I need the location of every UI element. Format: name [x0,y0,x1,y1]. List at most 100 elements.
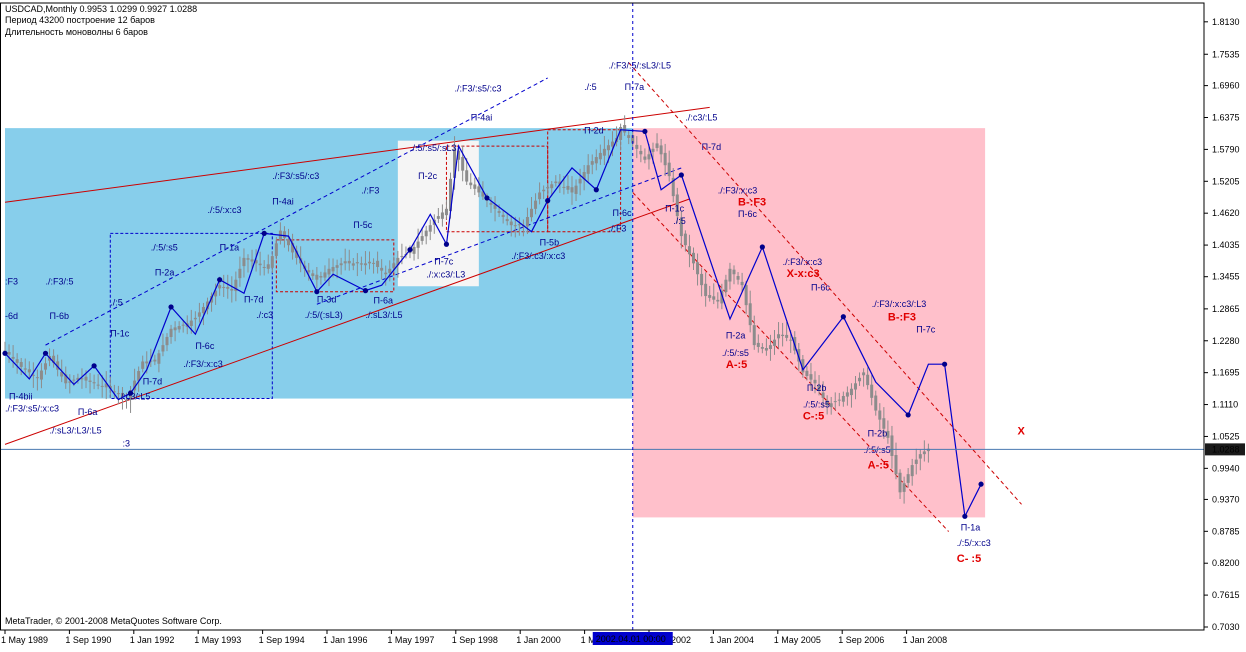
candle-body [821,392,825,398]
candle-body [368,261,371,264]
candle-body [282,231,286,238]
candle-body [449,178,452,212]
wave-label: ./:F3/:x:c3/:L3 [872,299,927,309]
candle-body [619,127,623,140]
candle-body [392,263,396,269]
candle-body [849,388,853,396]
candle-body [651,148,655,152]
candle-body [534,200,538,209]
wave-label: ./:c3/:L5 [685,112,717,122]
wave-label: ./:F3 [361,186,379,196]
wave-label: П-6c [613,208,632,218]
candle-body [376,260,380,267]
candle-body [606,145,610,151]
zigzag-node [545,198,551,204]
wave-label: ./:F3/:s5/:c3 [455,84,502,94]
wave-label: ./:5/:s5 [803,399,830,409]
wave-label: П-2d [584,126,603,136]
zigzag-node [905,412,911,418]
candle-body [465,170,469,182]
x-tick-label: 1 Jan 2000 [516,635,561,645]
candle-body [538,192,542,200]
wave-label: П-4bii [9,392,32,402]
candle-body [80,378,84,380]
zigzag-node [962,513,968,519]
candle-body [238,268,242,279]
wave-label: ./:5/(:sL3) [305,310,343,320]
candle-body [801,359,805,373]
candle-body [218,285,222,289]
wave-label: ./:sL3/:L5 [365,310,402,320]
candle-body [817,385,821,391]
wave-label: П-2b [868,429,887,439]
candle-body [234,279,238,292]
candle-body [728,268,732,282]
candle-body [347,260,351,264]
candle-body [809,374,813,380]
y-tick-label: 1.6375 [1212,113,1240,123]
wave-label: ./:5/:s5 [722,348,749,358]
wave-label: ./:F3/:5/:sL3/:L5 [608,61,671,71]
candle-body [72,379,76,381]
candle-body [760,347,764,349]
candle-body [922,451,926,455]
candle-body [7,351,11,355]
candle-body [335,265,339,268]
wave-label: A-:5 [726,359,747,371]
y-tick-label: 0.7615 [1212,590,1240,600]
zigzag-node [168,304,174,310]
y-tick-label: 1.2865 [1212,304,1240,314]
candle-body [777,334,781,339]
wave-label: ./:F3/:x:c3 [183,359,223,369]
wave-label: ./:5 [584,82,597,92]
candle-body [914,459,918,464]
candle-body [679,217,683,237]
candle-body [125,399,128,401]
candle-body [687,246,691,255]
candle-body [631,135,635,144]
candle-body [517,224,521,226]
wave-label: П-5b [540,237,559,247]
candle-body [704,283,708,297]
candle-body [712,296,716,300]
wave-label: B-:F3 [888,312,916,324]
candle-body [501,214,505,218]
candle-body [258,263,262,266]
candle-body [222,286,226,288]
y-tick-label: 0.8200 [1212,558,1240,568]
candle-body [854,383,857,390]
wave-label: ./:c3 [256,310,273,320]
zigzag-node [127,390,134,396]
candle-body [898,472,902,493]
candle-body [177,326,181,330]
candle-body [76,377,80,380]
candle-body [497,211,501,213]
candle-body [396,257,400,266]
candle-body [732,269,736,275]
candle-body [291,242,295,253]
current-price-label: 1.0288 [1212,444,1240,454]
candle-body [428,225,432,232]
x-tick-label: 1 May 1993 [194,635,241,645]
wave-label: П-6c [195,341,214,351]
candle-body [554,181,558,184]
candle-body [724,279,728,293]
wave-label: ./:5 [110,297,123,307]
candle-body [866,374,870,386]
x-tick-label: 1 Sep 2006 [838,635,884,645]
candle-body [546,187,550,189]
candle-body [120,392,124,397]
wave-label: П-6c [811,283,830,293]
y-tick-label: 1.1695 [1212,368,1240,378]
blue-zone [5,128,633,399]
candle-body [493,204,497,209]
wave-label: -6d [5,311,18,321]
candle-body [266,264,270,269]
candle-body [323,272,327,278]
candle-body [242,257,246,267]
x-tick-label: 1 Jan 1996 [323,635,368,645]
wave-label: ./:sL3/:L3/:L5 [50,425,102,435]
wave-label: П-2a [155,267,174,277]
